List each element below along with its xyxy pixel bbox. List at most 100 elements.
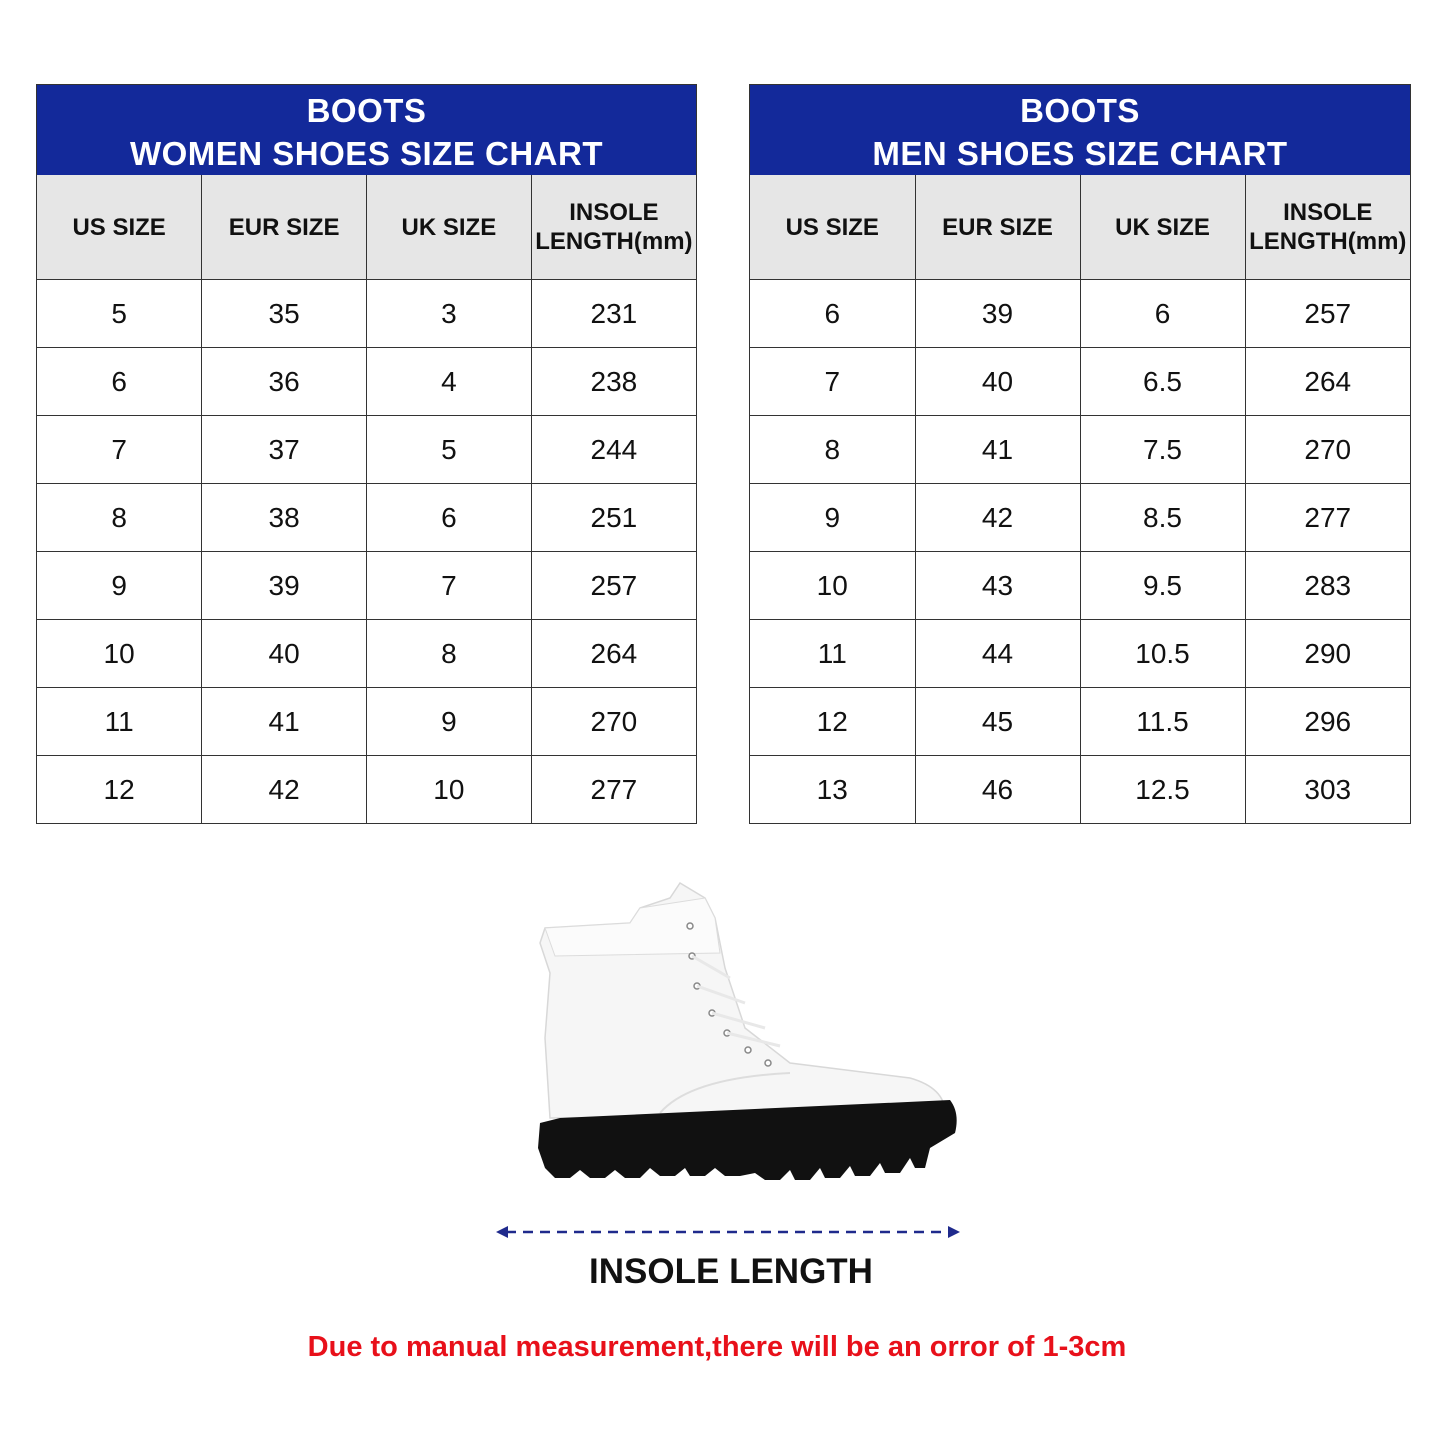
table-cell: 44 — [914, 619, 1081, 688]
table-cell: 12.5 — [1079, 755, 1246, 823]
table-cell: 37 — [201, 415, 367, 484]
table-row: 10 40 8 264 — [37, 619, 696, 688]
table-cell: 283 — [1244, 551, 1410, 620]
table-cell: 257 — [530, 551, 696, 620]
table-row: 8 41 7.5 270 — [750, 415, 1410, 484]
table-cell: 9 — [366, 687, 532, 756]
table-row: 11 41 9 270 — [37, 687, 696, 756]
table-cell: 45 — [914, 687, 1081, 756]
table-cell: 9 — [750, 483, 916, 552]
women-size-table: US SIZE EUR SIZE UK SIZE INSOLE LENGTH(mm) 5… — [37, 175, 696, 823]
column-header: UK SIZE — [1079, 175, 1246, 280]
table-row: 9 42 8.5 277 — [750, 483, 1410, 552]
column-header: INSOLE LENGTH(mm) — [530, 175, 696, 280]
table-cell: 5 — [366, 415, 532, 484]
table-cell: 277 — [530, 755, 696, 823]
table-cell: 36 — [201, 347, 367, 416]
table-cell: 270 — [530, 687, 696, 756]
table-cell: 7 — [750, 347, 916, 416]
men-size-chart: BOOTS MEN SHOES SIZE CHART US SIZE EUR SI… — [749, 84, 1411, 824]
table-cell: 303 — [1244, 755, 1410, 823]
column-header: US SIZE — [750, 175, 916, 280]
table-cell: 7.5 — [1079, 415, 1246, 484]
table-cell: 13 — [750, 755, 916, 823]
column-header: UK SIZE — [366, 175, 532, 280]
table-cell: 6.5 — [1079, 347, 1246, 416]
table-cell: 10.5 — [1079, 619, 1246, 688]
table-cell: 10 — [366, 755, 532, 823]
header-row: US SIZE EUR SIZE UK SIZE INSOLE LENGTH(mm) — [37, 175, 696, 280]
table-row: 6 36 4 238 — [37, 347, 696, 416]
table-cell: 43 — [914, 551, 1081, 620]
women-chart-title: BOOTS WOMEN SHOES SIZE CHART — [37, 85, 696, 175]
table-row: 5 35 3 231 — [37, 279, 696, 348]
table-cell: 244 — [530, 415, 696, 484]
table-cell: 9.5 — [1079, 551, 1246, 620]
table-row: 12 45 11.5 296 — [750, 687, 1410, 756]
women-size-chart: BOOTS WOMEN SHOES SIZE CHART US SIZE EUR … — [36, 84, 697, 824]
table-cell: 12 — [37, 755, 203, 823]
column-header: US SIZE — [37, 175, 203, 280]
table-row: 9 39 7 257 — [37, 551, 696, 620]
header-row: US SIZE EUR SIZE UK SIZE INSOLE LENGTH(mm) — [750, 175, 1410, 280]
table-cell: 264 — [530, 619, 696, 688]
table-cell: 290 — [1244, 619, 1410, 688]
table-row: 12 42 10 277 — [37, 755, 696, 823]
table-cell: 41 — [914, 415, 1081, 484]
table-cell: 6 — [366, 483, 532, 552]
measurement-note: Due to manual measurement,there will be … — [307, 1331, 1127, 1363]
table-cell: 7 — [37, 415, 203, 484]
table-row: 8 38 6 251 — [37, 483, 696, 552]
insole-length-arrow — [496, 1226, 960, 1238]
boot-image — [538, 881, 957, 1180]
table-cell: 9 — [37, 551, 203, 620]
table-cell: 8 — [750, 415, 916, 484]
table-cell: 11.5 — [1079, 687, 1246, 756]
table-cell: 11 — [750, 619, 916, 688]
title-line-1: BOOTS — [306, 92, 427, 129]
table-cell: 4 — [366, 347, 532, 416]
table-cell: 6 — [1079, 279, 1246, 348]
column-header: EUR SIZE — [201, 175, 367, 280]
table-cell: 40 — [914, 347, 1081, 416]
table-cell: 238 — [530, 347, 696, 416]
table-cell: 38 — [201, 483, 367, 552]
table-cell: 6 — [37, 347, 203, 416]
table-cell: 12 — [750, 687, 916, 756]
table-cell: 7 — [366, 551, 532, 620]
table-cell: 257 — [1244, 279, 1410, 348]
title-line-2: WOMEN SHOES SIZE CHART — [129, 135, 604, 172]
column-header: EUR SIZE — [914, 175, 1081, 280]
table-cell: 35 — [201, 279, 367, 348]
table-row: 7 40 6.5 264 — [750, 347, 1410, 416]
table-cell: 277 — [1244, 483, 1410, 552]
table-cell: 296 — [1244, 687, 1410, 756]
table-cell: 8 — [366, 619, 532, 688]
table-row: 11 44 10.5 290 — [750, 619, 1410, 688]
title-line-2: MEN SHOES SIZE CHART — [872, 135, 1288, 172]
table-row: 13 46 12.5 303 — [750, 755, 1410, 823]
table-cell: 8 — [37, 483, 203, 552]
table-row: 6 39 6 257 — [750, 279, 1410, 348]
table-cell: 10 — [750, 551, 916, 620]
table-cell: 10 — [37, 619, 203, 688]
table-cell: 231 — [530, 279, 696, 348]
table-cell: 46 — [914, 755, 1081, 823]
men-size-table: US SIZE EUR SIZE UK SIZE INSOLE LENGTH(mm) 6… — [750, 175, 1410, 823]
table-cell: 39 — [914, 279, 1081, 348]
table-cell: 251 — [530, 483, 696, 552]
table-cell: 11 — [37, 687, 203, 756]
table-cell: 270 — [1244, 415, 1410, 484]
table-cell: 8.5 — [1079, 483, 1246, 552]
table-row: 7 37 5 244 — [37, 415, 696, 484]
table-cell: 40 — [201, 619, 367, 688]
table-cell: 3 — [366, 279, 532, 348]
column-header: INSOLE LENGTH(mm) — [1244, 175, 1410, 280]
table-cell: 42 — [914, 483, 1081, 552]
table-cell: 264 — [1244, 347, 1410, 416]
table-cell: 5 — [37, 279, 203, 348]
table-cell: 39 — [201, 551, 367, 620]
men-chart-title: BOOTS MEN SHOES SIZE CHART — [750, 85, 1410, 175]
insole-length-label: INSOLE LENGTH — [589, 1252, 873, 1291]
table-cell: 41 — [201, 687, 367, 756]
